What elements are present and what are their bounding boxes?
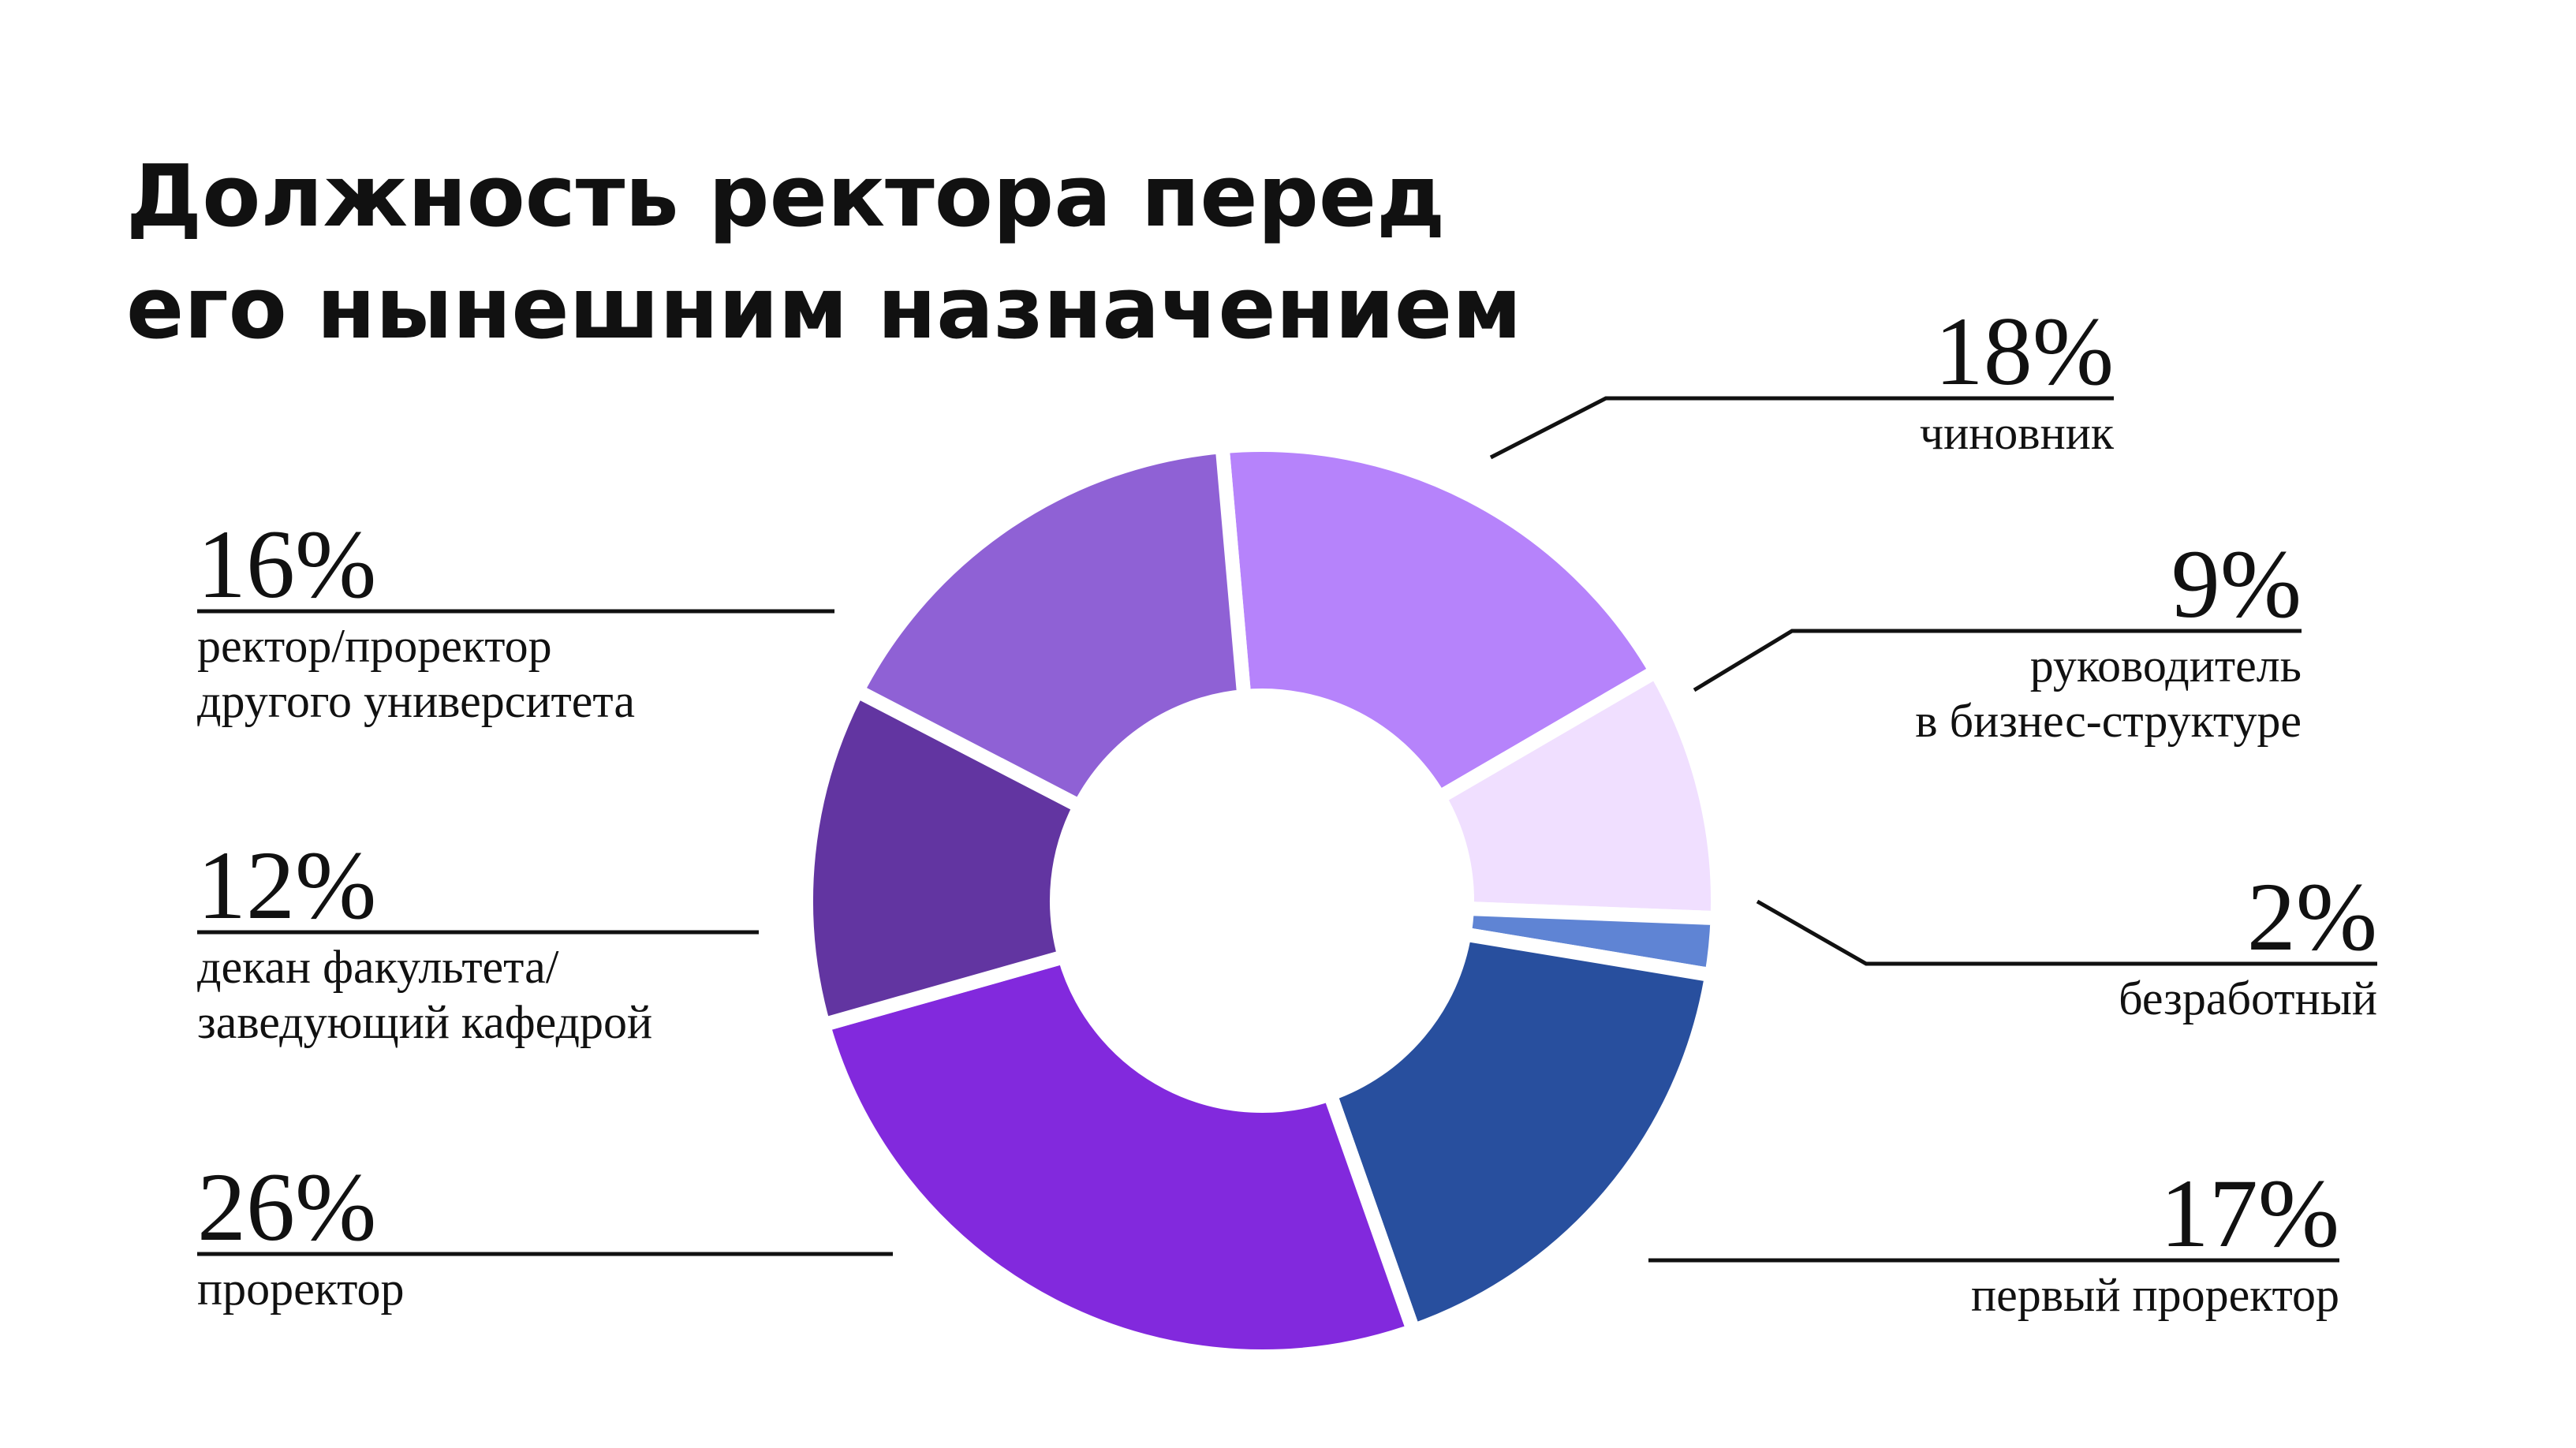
data-label-value-6: 12% [197,831,376,939]
data-label-value-3: 2% [2247,863,2377,971]
category-label-7-line-1: ректор/проректор [197,620,552,672]
category-label-7-line-2: другого университета [197,675,635,727]
donut-slice-4 [1320,926,1720,1340]
data-label-value-5: 26% [197,1153,376,1261]
data-label-value-7: 16% [197,510,376,618]
category-label-2-line-1: руководитель [2030,640,2302,692]
leader-line-3 [1756,899,2377,966]
chart-title: Должность ректора перед его нынешним наз… [126,147,1521,358]
chart-title-line-2: его нынешним назначением [126,259,1521,358]
donut-slices [799,438,1725,1364]
donut-slice-5 [814,947,1423,1364]
leader-line-1 [1489,396,2114,460]
data-label-value-2: 9% [2171,530,2302,638]
category-label-3-line-1: безработный [2119,972,2377,1024]
category-label-6-line-2: заведующий кафедрой [197,996,652,1048]
data-label-value-1: 18% [1935,297,2114,405]
category-label-2-line-2: в бизнес-структуре [1915,695,2302,747]
category-label-5-line-1: проректор [197,1263,405,1315]
category-label-1-line-1: чиновник [1920,407,2115,459]
donut-slice-2 [1429,661,1725,926]
category-label-4-line-1: первый проректор [1971,1269,2339,1321]
chart-title-line-1: Должность ректора перед [126,147,1445,246]
data-label-value-4: 17% [2160,1159,2339,1267]
donut-slice-1 [1214,438,1666,808]
category-label-6-line-1: декан факультета/ [197,941,559,993]
donut-slice-7 [847,439,1253,816]
leader-line-2 [1693,629,2302,692]
